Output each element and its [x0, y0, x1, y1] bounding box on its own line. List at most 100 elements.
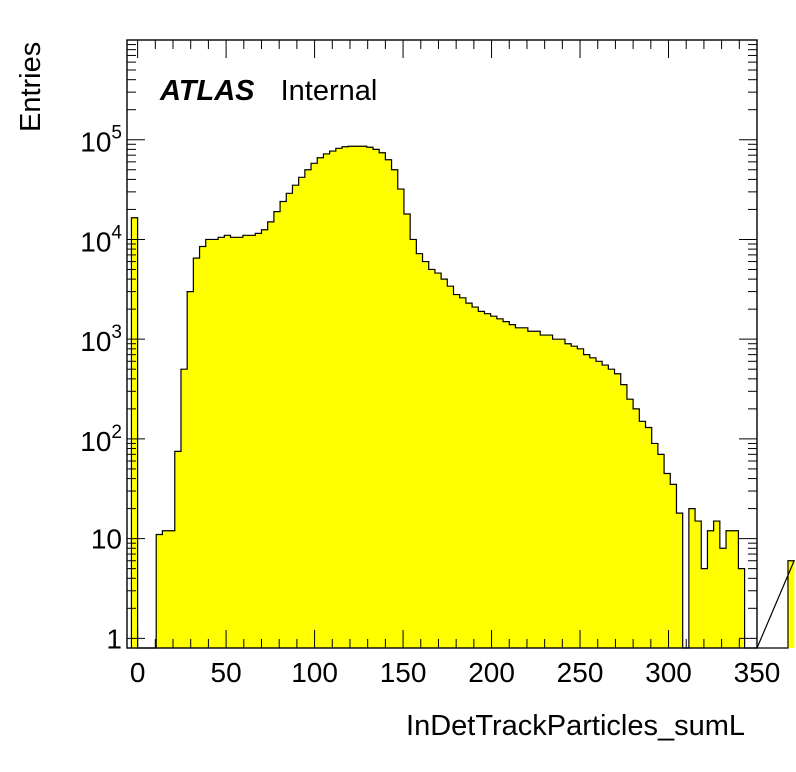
histogram-bin	[441, 279, 448, 648]
y-axis-title: Entries	[15, 42, 47, 132]
x-tick-label: 100	[291, 657, 338, 688]
histogram-bin	[403, 213, 411, 649]
histogram-bin	[633, 408, 640, 648]
histogram-bin	[187, 291, 194, 648]
y-tick-label: 104	[80, 222, 122, 257]
histogram-bin	[391, 169, 399, 648]
y-tick-label: 10	[91, 524, 122, 555]
histogram-bin	[651, 443, 659, 648]
histogram-bin	[459, 297, 467, 648]
histogram-bin	[366, 147, 374, 648]
x-tick-label: 350	[734, 657, 781, 688]
histogram-bin	[385, 159, 392, 648]
histogram-bin	[273, 211, 281, 648]
histogram-bars	[131, 146, 795, 649]
histogram-bin	[298, 177, 306, 649]
histogram-bin	[738, 568, 745, 648]
histogram-bin	[230, 237, 238, 648]
histogram-bin	[410, 239, 417, 648]
x-tick-label: 150	[380, 657, 427, 688]
histogram-bin	[534, 331, 541, 648]
histogram-bin	[372, 149, 380, 648]
histogram-bin	[490, 316, 498, 648]
histogram-bin	[131, 217, 138, 649]
histogram-bin	[589, 357, 597, 648]
histogram-bin	[255, 233, 262, 649]
y-tick-label: 105	[80, 123, 122, 158]
histogram-bin	[571, 346, 578, 648]
atlas-label-status: Internal	[281, 75, 378, 107]
histogram-bin	[595, 361, 603, 648]
histogram-bin	[726, 530, 733, 648]
histogram-bin	[695, 521, 702, 648]
histogram-bin	[465, 303, 473, 648]
x-tick-label: 250	[557, 657, 604, 688]
histogram-bin	[453, 294, 460, 648]
histogram-bin	[205, 239, 213, 648]
x-tick-labels: 0 50 100 150 200 250 300 350	[130, 657, 781, 688]
histogram-bin	[552, 339, 560, 648]
histogram-bin	[657, 454, 665, 648]
x-tick-label: 0	[130, 657, 146, 688]
histogram-bin	[546, 335, 553, 648]
histogram-bin	[540, 335, 547, 648]
histogram-bin	[397, 189, 405, 648]
histogram-bin	[434, 273, 442, 648]
histogram-bin	[521, 327, 529, 648]
histogram-bin	[509, 324, 516, 648]
histogram-bin	[639, 421, 646, 648]
histogram-bin	[329, 151, 337, 648]
histogram-bin	[620, 384, 628, 648]
histogram-bin	[614, 373, 622, 648]
histogram-bin	[428, 269, 436, 648]
histogram-bin	[261, 229, 268, 648]
x-tick-label: 200	[468, 657, 515, 688]
y-tick-label: 103	[80, 322, 122, 357]
histogram-bin	[304, 169, 312, 648]
histogram-bin	[180, 369, 188, 648]
histogram-bin	[626, 399, 634, 648]
histogram-bin	[242, 235, 250, 648]
histogram-bin	[484, 313, 491, 648]
histogram-bin	[236, 237, 244, 648]
histogram-bin	[564, 343, 572, 648]
histogram-bin	[335, 148, 343, 648]
histogram-bin	[496, 318, 504, 648]
histogram-bin	[193, 258, 200, 648]
histogram-bin	[379, 152, 386, 649]
x-tick-label: 300	[645, 657, 692, 688]
histogram-bin	[354, 146, 361, 648]
histogram-bin	[323, 153, 330, 648]
histogram-bin	[664, 473, 671, 648]
histogram-bin	[199, 246, 207, 648]
histogram-bin	[577, 348, 584, 648]
histogram-bin	[732, 530, 739, 648]
histogram-bin	[503, 321, 510, 648]
histogram-bin	[447, 286, 454, 648]
x-tick-label: 50	[211, 657, 242, 688]
histogram-bin	[311, 163, 318, 648]
histogram-bin	[162, 530, 169, 648]
histogram-bin	[342, 146, 349, 649]
histogram-bin	[211, 239, 219, 648]
histogram-bin	[478, 311, 485, 648]
histogram-bin	[280, 201, 287, 649]
histogram-bin	[608, 369, 615, 648]
histogram-bin	[645, 427, 653, 648]
histogram-bin	[168, 530, 176, 648]
y-tick-labels: 1 10 102 103 104 105	[80, 123, 122, 655]
histogram-bin	[688, 508, 696, 648]
histogram-bin	[515, 327, 522, 648]
histogram-bin	[292, 185, 299, 648]
histogram-bin	[416, 253, 423, 648]
histogram-bin	[286, 193, 293, 648]
histogram-bin	[218, 237, 225, 648]
histogram-bin	[719, 548, 727, 648]
histogram-bin	[583, 354, 591, 648]
histogram-bin	[527, 331, 535, 648]
x-axis-title: InDetTrackParticles_sumL	[406, 710, 745, 742]
axis-ticks	[127, 40, 758, 648]
histogram-bin	[422, 261, 430, 648]
histogram-bin	[701, 568, 708, 648]
histogram-bin	[787, 560, 795, 648]
